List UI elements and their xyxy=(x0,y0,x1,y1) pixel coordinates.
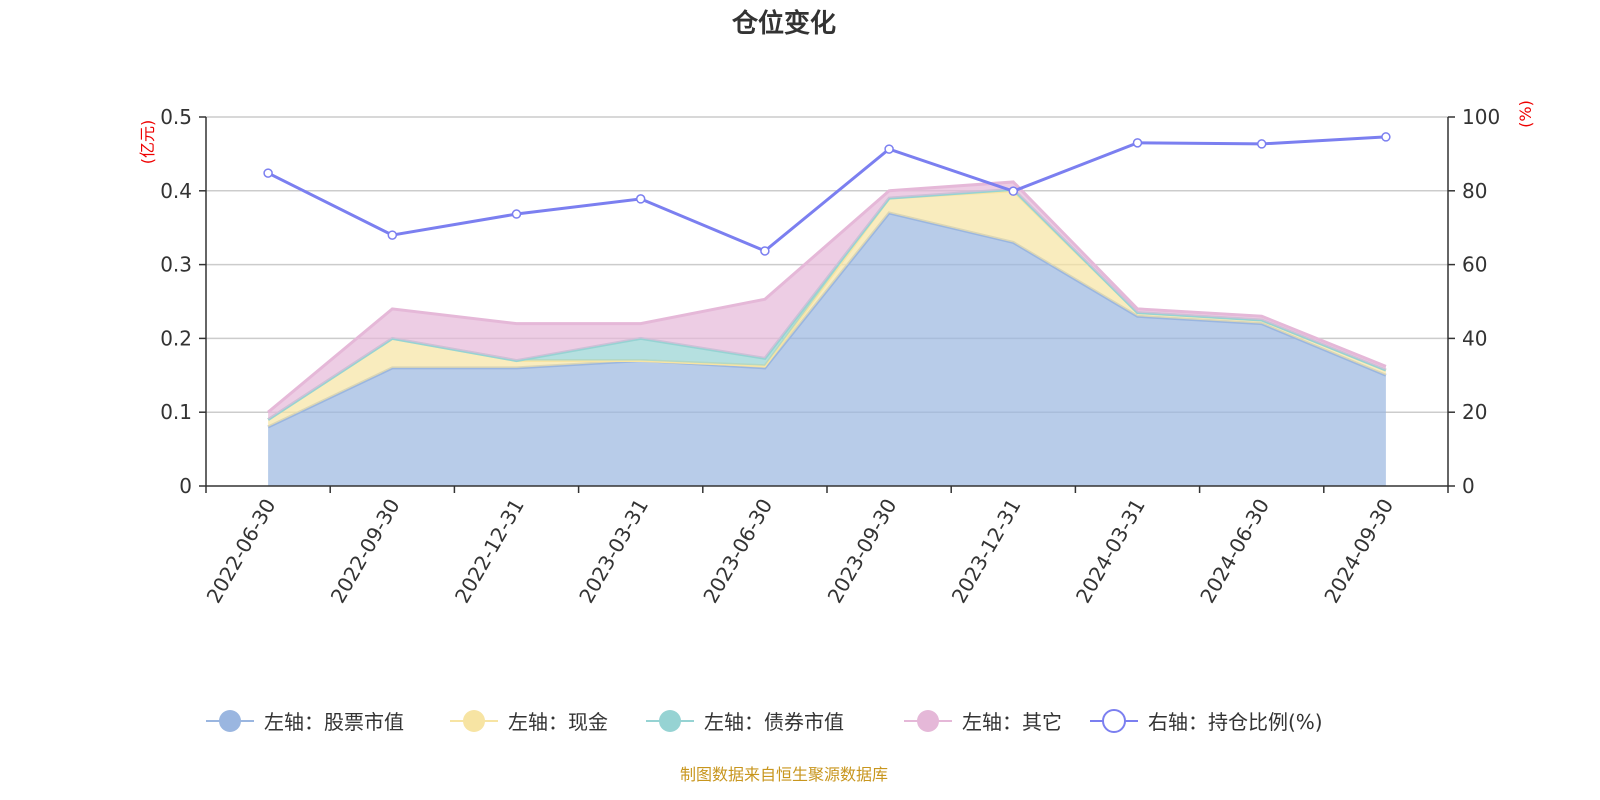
left-tick-label: 0.1 xyxy=(160,400,192,424)
x-tick-label: 2022-06-30 xyxy=(202,495,281,608)
x-tick-label: 2024-06-30 xyxy=(1195,495,1274,608)
legend-item[interactable]: 左轴：债券市值 xyxy=(646,710,844,734)
holding-ratio-point xyxy=(635,194,646,204)
legend-label: 左轴：债券市值 xyxy=(704,710,844,734)
right-tick-label: 60 xyxy=(1462,253,1487,277)
holding-ratio-point xyxy=(1256,139,1267,149)
legend-item[interactable]: 左轴：现金 xyxy=(450,710,608,734)
holding-ratio-point xyxy=(884,144,894,154)
holding-ratio-point xyxy=(263,168,273,178)
x-tick-label: 2022-09-30 xyxy=(326,495,405,608)
x-tick-label: 2022-12-31 xyxy=(450,495,529,608)
right-tick-label: 20 xyxy=(1462,400,1487,424)
legend-label: 右轴：持仓比例(%) xyxy=(1148,710,1323,734)
legend-circle-icon xyxy=(659,710,681,732)
legend-circle-icon xyxy=(917,710,939,732)
holding-ratio-point xyxy=(1008,186,1019,196)
x-tick-label: 2023-09-30 xyxy=(823,495,902,608)
left-tick-label: 0 xyxy=(179,474,192,498)
left-tick-label: 0.3 xyxy=(160,253,192,277)
left-tick-label: 0.4 xyxy=(160,179,192,203)
legend-item[interactable]: 左轴：其它 xyxy=(904,710,1062,734)
x-tick-label: 2024-03-31 xyxy=(1071,495,1150,608)
right-tick-label: 100 xyxy=(1462,105,1500,129)
footer-source: 制图数据来自恒生聚源数据库 xyxy=(680,765,888,784)
chart-title: 仓位变化 xyxy=(731,8,836,39)
right-tick-label: 80 xyxy=(1462,179,1487,203)
left-axis-label: (亿元) xyxy=(138,120,157,165)
legend-item[interactable]: 右轴：持仓比例(%) xyxy=(1090,709,1323,734)
left-tick-label: 0.2 xyxy=(160,326,192,350)
right-tick-label: 40 xyxy=(1462,326,1487,350)
holding-ratio-point xyxy=(1132,138,1143,148)
left-tick-label: 0.5 xyxy=(160,105,192,129)
legend-label: 左轴：其它 xyxy=(962,710,1062,734)
right-axis-label: (%) xyxy=(1516,100,1535,128)
legend-item[interactable]: 左轴：股票市值 xyxy=(206,710,404,734)
legend-label: 左轴：股票市值 xyxy=(264,710,404,734)
area-series-0 xyxy=(268,212,1386,486)
area-series-line-3 xyxy=(267,180,1387,414)
holding-ratio-point xyxy=(387,230,398,240)
legend-label: 左轴：现金 xyxy=(508,710,608,734)
holding-ratio-point xyxy=(511,209,522,219)
x-tick-label: 2023-12-31 xyxy=(947,495,1026,608)
holding-ratio-point xyxy=(1381,132,1391,142)
legend-circle-icon xyxy=(463,710,485,732)
legend-hollow-circle-icon xyxy=(1102,709,1126,733)
x-tick-label: 2023-06-30 xyxy=(698,495,777,608)
x-tick-label: 2023-03-31 xyxy=(574,495,653,608)
holding-ratio-point xyxy=(760,246,770,256)
right-tick-label: 0 xyxy=(1462,474,1475,498)
legend-circle-icon xyxy=(219,710,241,732)
x-tick-label: 2024-09-30 xyxy=(1319,495,1398,608)
holding-ratio-line xyxy=(267,135,1386,253)
